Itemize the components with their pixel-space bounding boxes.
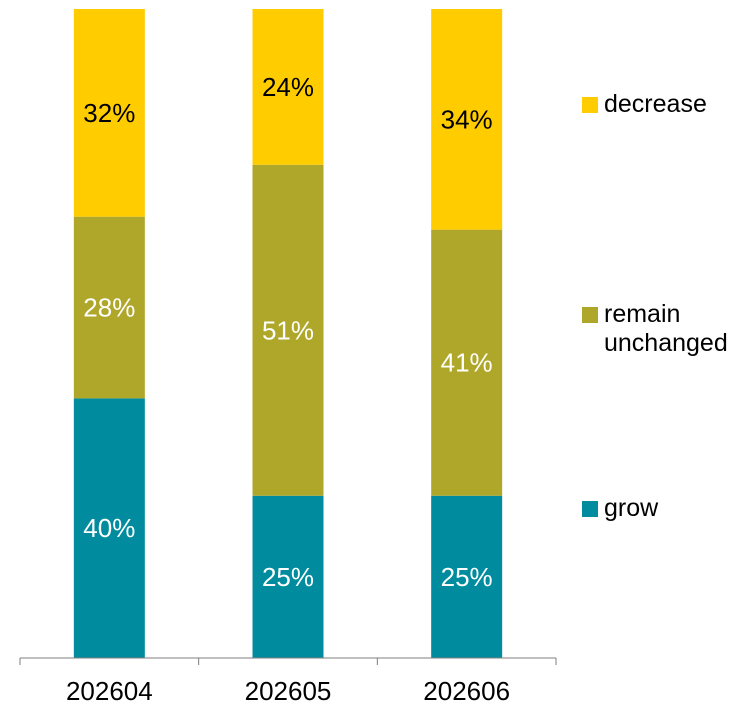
x-tick-label-202604: 202604 <box>66 676 153 703</box>
data-label-decrease-202604: 32% <box>83 98 135 128</box>
bar-grow-202604 <box>73 398 145 658</box>
bar-decrease-202606 <box>431 9 503 230</box>
x-tick-label-202605: 202605 <box>245 676 332 703</box>
x-axis: 202604 202605 202606 <box>19 657 557 706</box>
data-label-remain-unchanged-202604: 28% <box>83 293 135 323</box>
legend-label-grow: grow <box>604 494 659 522</box>
legend-label-remain-unchanged-line-1: remain <box>604 300 680 328</box>
data-label-remain-unchanged-202605: 51% <box>262 315 314 345</box>
legend-swatch-grow <box>582 501 598 517</box>
data-label-decrease-202605: 24% <box>262 72 314 102</box>
bars-group: 40% 28% 32% 25% 51% 24% 25% 41% 34% <box>73 9 503 658</box>
data-label-grow-202606: 25% <box>441 562 493 592</box>
data-label-decrease-202606: 34% <box>441 104 493 134</box>
bar-remain-unchanged-202606 <box>431 229 503 496</box>
data-label-grow-202605: 25% <box>262 562 314 592</box>
bar-remain-unchanged-202604 <box>73 216 145 399</box>
data-label-grow-202604: 40% <box>83 513 135 543</box>
bar-decrease-202605 <box>252 9 324 165</box>
legend-swatch-remain-unchanged <box>582 307 598 323</box>
bar-remain-unchanged-202605 <box>252 164 324 496</box>
legend-label-decrease: decrease <box>604 90 707 118</box>
x-tick-label-202606: 202606 <box>423 676 510 703</box>
legend-swatch-decrease <box>582 97 598 113</box>
bar-grow-202606 <box>431 495 503 658</box>
bar-decrease-202604 <box>73 9 145 217</box>
bar-grow-202605 <box>252 495 324 658</box>
data-label-remain-unchanged-202606: 41% <box>441 348 493 378</box>
legend-label-remain-unchanged-line-2: unchanged <box>604 329 728 357</box>
